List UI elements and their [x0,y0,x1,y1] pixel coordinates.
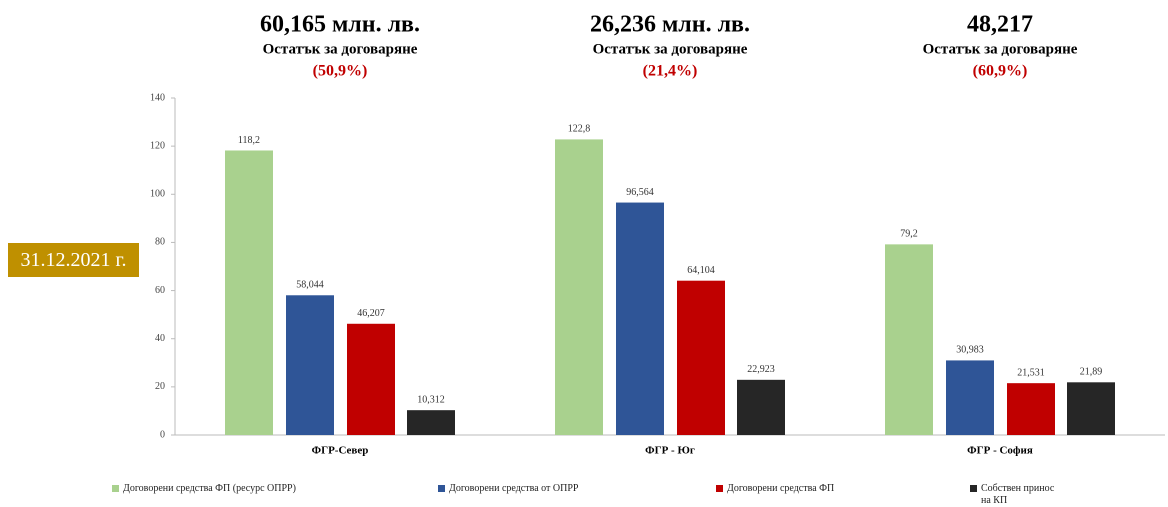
legend-label: Договорени средства ФП [727,483,835,494]
y-tick-label: 100 [150,189,165,200]
x-tick-label: ФГР - Юг [645,445,695,457]
data-label: 21,89 [1080,367,1103,378]
x-tick-label: ФГР-Север [312,445,369,457]
header-amount: 26,236 млн. лв. [590,12,750,38]
data-label: 79,2 [900,229,918,240]
bar [885,244,933,435]
legend-swatch [716,485,723,492]
data-label: 58,044 [296,280,324,291]
bar [1067,382,1115,435]
bar [946,360,994,435]
header-percent: (50,9%) [313,63,368,80]
legend-item: Договорени средства от ОПРР [438,483,578,495]
header-caption: Остатък за договаряне [593,41,748,57]
legend-swatch [970,485,977,492]
legend-item: Договорени средства ФП [716,483,834,495]
bar [555,139,603,435]
y-tick-label: 120 [150,140,165,151]
bar [616,202,664,435]
bar [737,379,785,435]
header-amount: 48,217 [967,12,1033,38]
y-tick-label: 80 [155,237,165,248]
data-label: 46,207 [357,308,385,319]
header-percent: (21,4%) [643,63,698,80]
y-tick-label: 40 [155,333,165,344]
legend-label: Собствен принос на КП [981,483,1055,506]
data-label: 10,312 [417,394,445,405]
bar [286,295,334,435]
bar [677,280,725,435]
header-percent: (60,9%) [973,63,1028,80]
header-amount: 60,165 млн. лв. [260,12,420,38]
legend-label: Договорени средства от ОПРР [449,483,579,494]
legend-item: Собствен принос на КП [970,483,1060,507]
bar [225,150,273,435]
bar [347,323,395,435]
data-label: 96,564 [626,187,654,198]
header-caption: Остатък за договаряне [923,41,1078,57]
legend-swatch [112,485,119,492]
x-tick-label: ФГР - София [967,445,1033,457]
data-label: 118,2 [238,135,260,146]
date-label: 31.12.2021 г. [8,243,139,277]
legend-label: Договорени средства ФП (ресурс ОПРР) [123,483,296,494]
y-tick-label: 60 [155,285,165,296]
data-label: 122,8 [568,124,591,135]
header-caption: Остатък за договаряне [263,41,418,57]
legend-swatch [438,485,445,492]
bar [407,410,455,435]
legend-item: Договорени средства ФП (ресурс ОПРР) [112,483,296,495]
data-label: 30,983 [956,345,984,356]
bar [1007,383,1055,435]
data-label: 64,104 [687,265,715,276]
y-tick-label: 140 [150,92,165,103]
y-tick-label: 0 [160,429,165,440]
data-label: 22,923 [747,364,775,375]
y-tick-label: 20 [155,381,165,392]
data-label: 21,531 [1017,367,1045,378]
